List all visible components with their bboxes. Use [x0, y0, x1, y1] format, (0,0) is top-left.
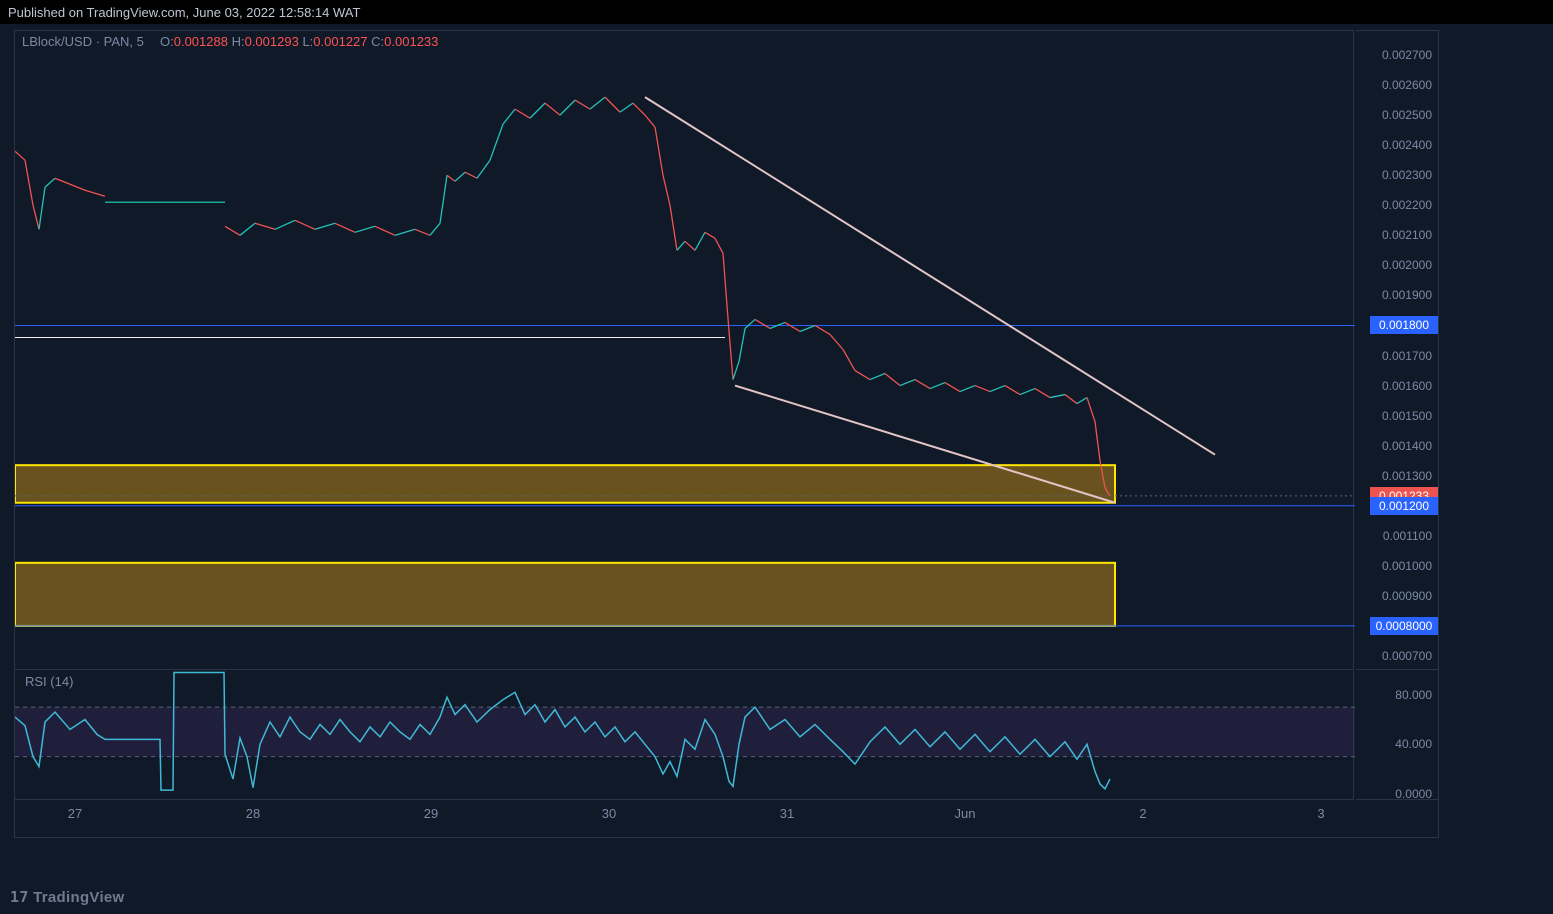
- price-tick: 0.001000: [1382, 559, 1432, 573]
- price-tick: 0.001700: [1382, 349, 1432, 363]
- price-tick: 0.002400: [1382, 138, 1432, 152]
- price-tick: 0.002300: [1382, 168, 1432, 182]
- price-tick: 0.002600: [1382, 78, 1432, 92]
- rsi-svg: [15, 670, 1355, 800]
- price-svg: [15, 31, 1355, 671]
- price-tick: 0.001500: [1382, 409, 1432, 423]
- price-tag: 0.001200: [1370, 497, 1438, 515]
- price-tick: 0.001300: [1382, 469, 1432, 483]
- rsi-scale[interactable]: 80.000 40.000 0.0000: [1356, 670, 1439, 800]
- time-tick: 29: [424, 806, 438, 821]
- publish-header: Published on TradingView.com, June 03, 2…: [0, 0, 1553, 24]
- time-tick: 3: [1317, 806, 1324, 821]
- watermark-text: TradingView: [33, 889, 124, 906]
- price-tick: 0.002100: [1382, 228, 1432, 242]
- time-tick: Jun: [955, 806, 976, 821]
- rsi-panel[interactable]: RSI (14): [14, 670, 1354, 800]
- price-tick: 0.002700: [1382, 48, 1432, 62]
- rsi-tick: 0.0000: [1395, 787, 1432, 801]
- price-tick: 0.001100: [1383, 529, 1432, 543]
- time-axis[interactable]: 27 28 29 30 31 Jun 2 3: [14, 800, 1439, 838]
- price-tick: 0.000700: [1382, 649, 1432, 663]
- price-tag: 0.001800: [1370, 316, 1438, 334]
- price-tick: 0.001400: [1382, 439, 1432, 453]
- price-tick: 0.002000: [1382, 258, 1432, 272]
- price-tick: 0.002500: [1382, 108, 1432, 122]
- price-tick: 0.000900: [1382, 589, 1432, 603]
- price-tick: 0.002200: [1382, 198, 1432, 212]
- tradingview-watermark: 17 TradingView: [10, 888, 125, 906]
- rsi-tick: 80.000: [1395, 688, 1432, 702]
- price-tag: 0.0008000: [1370, 617, 1438, 635]
- time-tick: 30: [602, 806, 616, 821]
- price-panel[interactable]: [14, 30, 1354, 670]
- price-tick: 0.001900: [1382, 288, 1432, 302]
- price-scale[interactable]: 0.002700 0.002600 0.002500 0.002400 0.002300…: [1356, 30, 1439, 670]
- publish-text: Published on TradingView.com, June 03, 2…: [8, 5, 360, 20]
- time-tick: 2: [1139, 806, 1146, 821]
- chart-root: Published on TradingView.com, June 03, 2…: [0, 0, 1553, 914]
- time-tick: 31: [780, 806, 794, 821]
- time-tick: 28: [246, 806, 260, 821]
- tv-logo-icon: 17: [10, 888, 29, 906]
- time-tick: 27: [68, 806, 82, 821]
- price-tick: 0.001600: [1382, 379, 1432, 393]
- rsi-tick: 40.000: [1395, 737, 1432, 751]
